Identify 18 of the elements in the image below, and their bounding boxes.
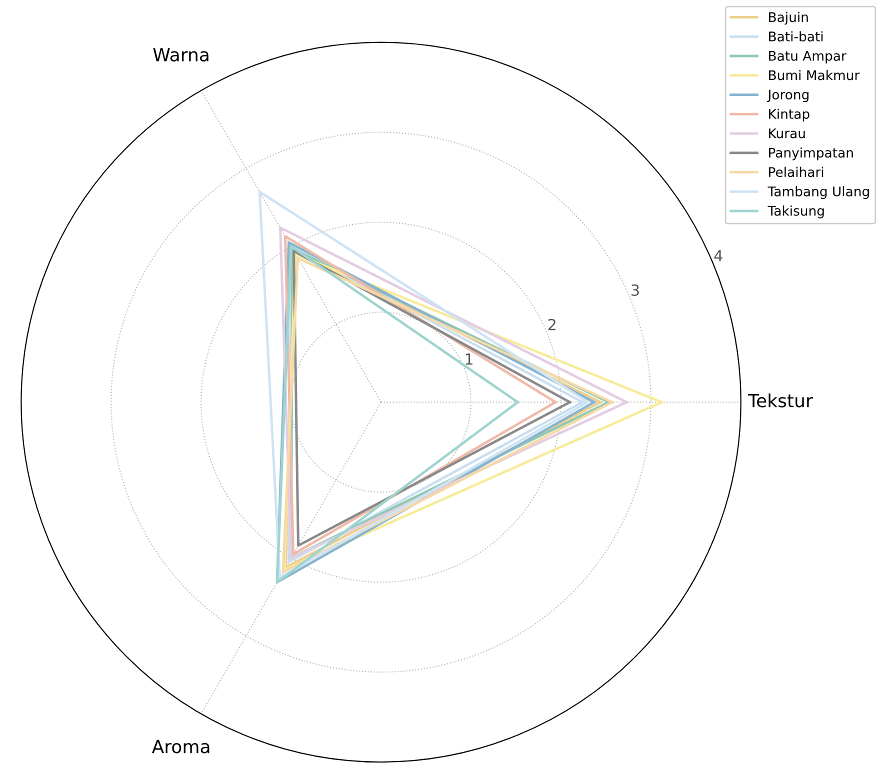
y-tick-label: 3 [632, 284, 639, 296]
spoke-label: Tekstur [748, 393, 813, 408]
legend-label: Kintap [769, 108, 810, 122]
legend-label: Tambang Ulang [768, 186, 869, 199]
legend-label: Batu Ampar [769, 51, 846, 64]
legend-label: Kurau [769, 128, 805, 138]
legend-label: Pelaihari [769, 166, 824, 178]
spoke-label: Aroma [152, 740, 210, 754]
legend-label: Bajuin [769, 12, 808, 25]
y-tick-label: 1 [466, 353, 472, 365]
legend-label: Jorong [767, 90, 808, 102]
legend-label: Takisung [768, 206, 824, 218]
legend-label: Bumi Makmur [769, 70, 860, 80]
legend-label: Bati-bati [769, 31, 823, 42]
legend-label: Panyimpatan [769, 147, 853, 160]
y-tick-label: 2 [548, 318, 556, 330]
spoke-label: Warna [153, 48, 208, 62]
y-tick-label: 4 [714, 250, 722, 262]
